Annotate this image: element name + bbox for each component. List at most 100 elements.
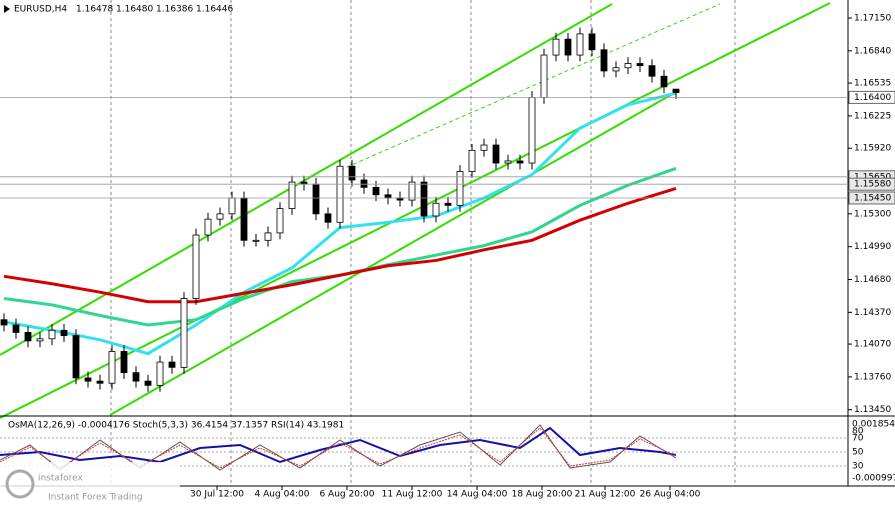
candle-body (12, 324, 20, 333)
candle-body (36, 338, 44, 342)
candle-body (120, 351, 128, 374)
header-value: 1.16386 (156, 5, 193, 15)
candle-body (228, 197, 236, 215)
logo-bg (0, 462, 180, 506)
candle-body (492, 144, 500, 164)
candle-body (564, 38, 572, 56)
oscillator-header: OsMA(12,26,9) -0.0004176 Stoch(5,3,3) 36… (8, 421, 344, 431)
candle-body (180, 298, 188, 368)
candle-body (636, 63, 644, 67)
x-tick-label: 4 Aug 04:00 (255, 490, 310, 500)
candle-body (600, 49, 608, 72)
x-tick-label: 26 Aug 04:00 (640, 490, 701, 500)
candle-body (312, 183, 320, 215)
channel-line (109, 91, 677, 416)
x-tick-label: 6 Aug 20:00 (319, 490, 374, 500)
candle-body (552, 38, 560, 56)
candle-body (576, 33, 584, 56)
candle-body (96, 380, 104, 384)
logo: instaforex Instant Forex Trading (0, 462, 180, 506)
y-tick-label: 1.16840 (854, 46, 891, 56)
candle-body (504, 160, 512, 164)
y-tick-label: 1.13450 (854, 405, 891, 415)
osc-tick-label: 80 (852, 427, 864, 437)
logo-tagline: Instant Forex Trading (48, 493, 143, 503)
candle-body (48, 329, 56, 340)
candle-body (336, 165, 344, 223)
y-tick-label: 1.14990 (854, 242, 891, 252)
candle-body (204, 218, 212, 236)
y-tick-label: 1.14070 (854, 340, 891, 350)
candle-body (156, 361, 164, 386)
osc-tick-label: 70 (852, 434, 864, 444)
y-tick-label: 1.13760 (854, 372, 891, 382)
candle-body (60, 329, 68, 336)
osc-tick-label: 0.001854 (852, 420, 895, 430)
candle-body (276, 208, 284, 234)
candle-body (288, 181, 296, 209)
candle-body (660, 75, 668, 88)
candle-body (216, 213, 224, 220)
x-tick-label: 11 Aug 12:00 (382, 490, 443, 500)
y-tick-label: 1.14370 (854, 308, 891, 318)
candle-body (144, 380, 152, 386)
candle-body (72, 335, 80, 379)
header-value: 1.16446 (196, 5, 233, 15)
candle-body (348, 165, 356, 181)
candle-body (168, 361, 176, 368)
candle-body (528, 96, 536, 164)
y-tick-label: 1.17150 (854, 13, 891, 23)
channel-mid (339, 3, 721, 171)
candle-body (468, 149, 476, 172)
osc-line (0, 426, 677, 464)
price-level-label: 1.16400 (854, 93, 891, 103)
candle-body (360, 179, 368, 188)
osc-tick-label: 50 (852, 448, 864, 458)
osc-line (0, 424, 677, 471)
price-level-box (848, 191, 895, 205)
candle-body (456, 171, 464, 206)
price-level-box (848, 177, 895, 191)
candle-body (624, 63, 632, 69)
y-tick-label: 1.16225 (854, 111, 891, 121)
candle-body (372, 186, 380, 196)
candle-body (408, 181, 416, 201)
main-pane (0, 27, 680, 392)
candle-body (252, 239, 260, 242)
header-value: 1.16480 (116, 5, 153, 15)
candle-body (108, 351, 116, 384)
channel-line (0, 2, 831, 419)
candle-body (480, 144, 488, 151)
candle-body (240, 197, 248, 241)
price-level-label: 1.15580 (854, 180, 891, 190)
channel-line (0, 3, 613, 356)
header-arrow (4, 5, 10, 13)
candle-body (432, 202, 440, 217)
candle-body (672, 88, 680, 93)
osc-tick-label: 30 (852, 462, 864, 472)
candle-body (324, 213, 332, 223)
candle-body (24, 332, 32, 342)
x-tick-label: 30 Jul 12:00 (190, 490, 244, 500)
candle-body (192, 234, 200, 299)
candle-body (384, 194, 392, 199)
x-tick-label: 21 Aug 12:00 (575, 490, 636, 500)
moving-average (3, 187, 677, 304)
price-level-label: 1.15450 (854, 193, 891, 203)
candle-body (420, 181, 428, 217)
y-tick-label: 1.16535 (854, 79, 891, 89)
osc-line (0, 427, 677, 469)
price-level-box (848, 90, 895, 104)
x-tick-label: 18 Aug 20:00 (512, 490, 573, 500)
header-value: 1.16478 (76, 5, 113, 15)
channel (0, 2, 831, 419)
x-tick-label: 14 Aug 04:00 (447, 490, 508, 500)
candle-body (516, 160, 524, 164)
candle-body (84, 377, 92, 382)
symbol: EURUSD,H4 (14, 5, 67, 15)
logo-brand: instaforex (38, 474, 83, 484)
candle-body (588, 33, 596, 51)
price-level-label: 1.15650 (854, 172, 891, 182)
y-tick-label: 1.14680 (854, 275, 891, 285)
